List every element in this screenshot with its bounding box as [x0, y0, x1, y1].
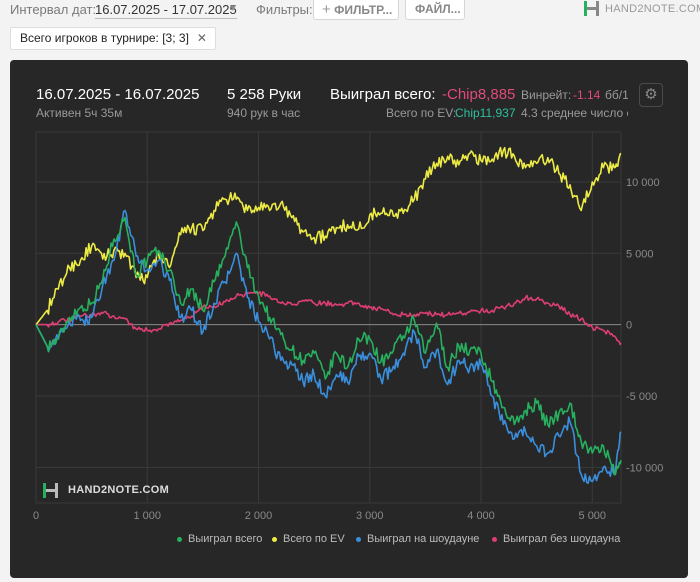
legend-label: Всего по EV [283, 533, 345, 545]
y-tick-label: -5 000 [626, 391, 657, 403]
legend-dot [492, 536, 497, 542]
ev-total-label: Всего по EV: [386, 106, 457, 120]
active-filter-label: Всего игроков в турнире: [3; 3] [20, 31, 189, 45]
winrate-block: Винрейт: -1.14 бб/1 4.3 среднее число с [521, 88, 628, 122]
interval-label: Интервал дат: [10, 2, 97, 17]
legend-label: Выиграл на шоудауне [367, 533, 480, 545]
y-tick-label: 0 [626, 320, 632, 332]
logo-text: HAND2NOTE.COM [605, 3, 700, 15]
file-button[interactable]: ФАЙЛ... [405, 0, 465, 20]
won-total-label: Выиграл всего: [330, 86, 436, 103]
legend-dot [356, 536, 361, 542]
series-line-3 [36, 291, 622, 346]
legend-dot [272, 536, 277, 542]
line-chart: 0 1 000 2 000 3 000 4 000 5 000 10 000 5 000 0 -5… [33, 131, 663, 522]
legend-label: Выиграл без шоудауна [503, 533, 621, 545]
y-tick-label: 10 000 [626, 177, 660, 189]
chevron-down-icon[interactable]: ▼ [228, 3, 238, 14]
plus-icon: + [322, 1, 331, 18]
winrate-unit: бб/1 [605, 88, 628, 102]
hand2note-logo-icon [584, 1, 599, 16]
filters-label: Фильтры: [256, 2, 313, 17]
legend-dot [177, 536, 182, 542]
won-total-value: -Chip8,885 [442, 86, 516, 103]
panel-date-range: 16.07.2025 - 16.07.2025 [36, 86, 200, 103]
y-tick-label: -10 000 [626, 462, 663, 474]
active-filter-chip[interactable]: Всего игроков в турнире: [3; 3] ✕ [10, 27, 216, 50]
watermark: HAND2NOTE.COM [42, 480, 169, 502]
close-icon[interactable]: ✕ [196, 31, 207, 45]
y-tick-label: 5 000 [626, 248, 654, 260]
hand2note-logo: HAND2NOTE.COM [583, 0, 700, 20]
settings-button[interactable]: ⚙ [639, 83, 663, 107]
active-time: Активен 5ч 35м [36, 106, 123, 120]
series-line-2 [35, 209, 622, 485]
series-line-0 [35, 216, 622, 476]
hands-count: 5 258 Руки [227, 86, 302, 103]
ev-total-value: Chip11,937 [455, 106, 516, 120]
graph-panel: 16.07.2025 - 16.07.2025 Активен 5ч 35м 5… [10, 60, 688, 578]
date-range-select[interactable]: 16.07.2025 - 17.07.2025 [95, 2, 237, 19]
add-filter-label: ФИЛЬТР... [334, 3, 393, 17]
legend-item-ev-total[interactable]: Всего по EV [272, 533, 345, 545]
hands-per-hour: 940 рук в час [227, 106, 301, 120]
legend-item-won-total[interactable]: Выиграл всего [177, 533, 262, 545]
legend-item-no-showdown[interactable]: Выиграл без шоудауна [492, 533, 620, 545]
winrate-label: Винрейт: [521, 88, 572, 102]
series-line-1 [35, 146, 622, 326]
legend-label: Выиграл всего [188, 533, 263, 545]
x-tick-label: 2 000 [245, 510, 273, 522]
file-button-label: ФАЙЛ... [415, 2, 461, 16]
x-tick-label: 4 000 [467, 510, 495, 522]
watermark-text: HAND2NOTE.COM [68, 484, 170, 496]
watermark-logo-icon [43, 483, 58, 498]
legend-item-showdown[interactable]: Выиграл на шоудауне [356, 533, 479, 545]
x-tick-label: 3 000 [356, 510, 384, 522]
gear-icon: ⚙ [644, 86, 658, 103]
x-tick-label: 0 [33, 510, 39, 522]
x-tick-label: 1 000 [133, 510, 161, 522]
winrate-value: -1.14 [573, 88, 601, 102]
x-tick-label: 5 000 [579, 510, 607, 522]
top-toolbar: Интервал дат: 16.07.2025 - 17.07.2025 ▼ … [0, 0, 700, 24]
add-filter-button[interactable]: + ФИЛЬТР... [313, 0, 399, 20]
avg-players-text: 4.3 среднее число с [521, 106, 628, 120]
